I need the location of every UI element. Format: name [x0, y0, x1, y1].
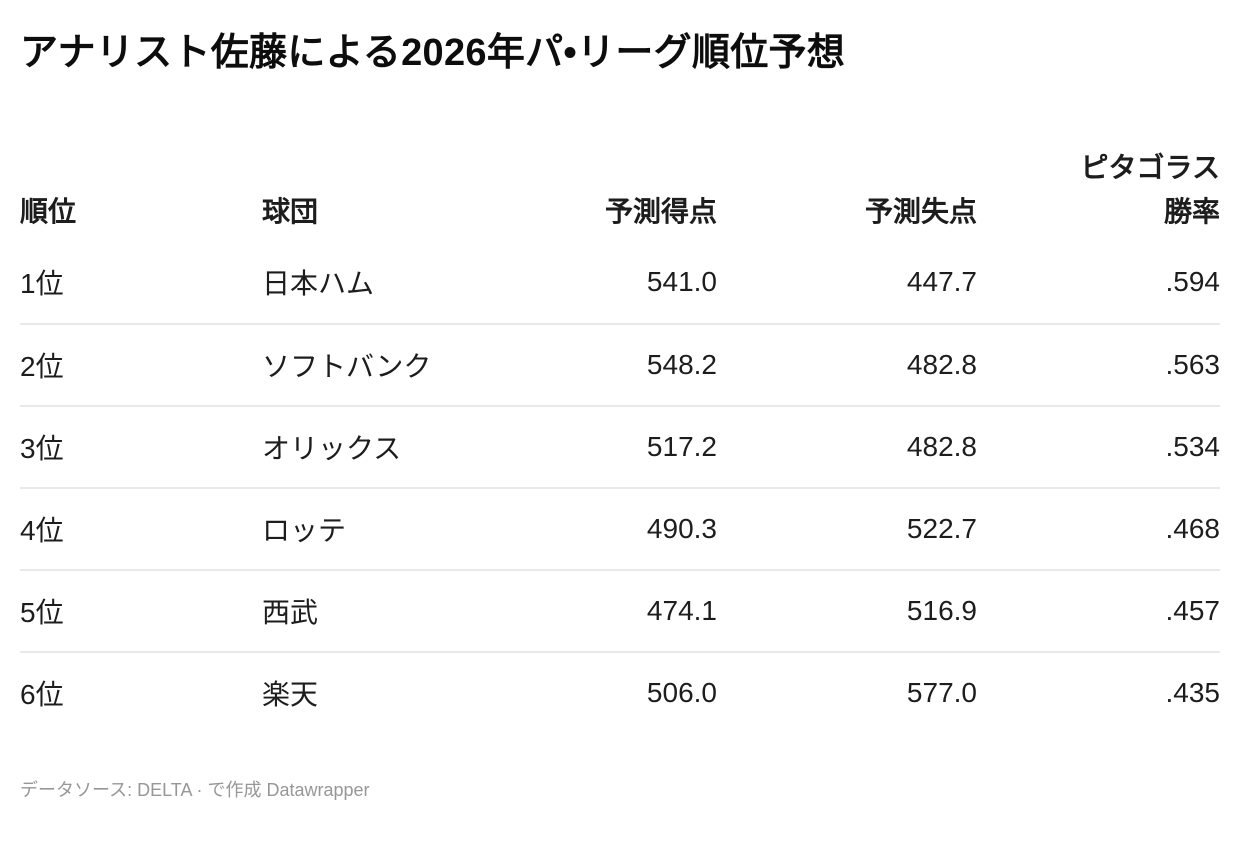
runs-scored-cell: 541.0	[646, 266, 717, 297]
pythag-cell: .435	[1165, 677, 1221, 708]
column-header-rank: 順位	[20, 196, 77, 227]
table-row: 2位 ソフトバンク 548.2 482.8 .563	[20, 323, 1220, 405]
team-cell: ソフトバンク	[262, 351, 432, 382]
footer-created-with-label: で作成	[207, 780, 267, 800]
table-row: 6位 楽天 506.0 577.0 .435	[20, 651, 1220, 733]
runs-allowed-cell: 516.9	[906, 595, 977, 626]
runs-scored-cell: 506.0	[646, 677, 717, 708]
table-header-row: 順位 球団 予測得点 予測失点 ピタゴラス 勝率	[20, 146, 1220, 241]
column-header-pythag-line2: 勝率	[1163, 196, 1220, 227]
source-link[interactable]: DELTA	[137, 780, 192, 800]
table-row: 4位 ロッテ 490.3 522.7 .468	[20, 487, 1220, 569]
pythag-cell: .563	[1165, 349, 1221, 380]
column-header-runs-allowed: 予測失点	[864, 196, 977, 227]
runs-allowed-cell: 577.0	[906, 677, 977, 708]
team-cell: 日本ハム	[262, 268, 375, 299]
runs-allowed-cell: 522.7	[906, 513, 977, 544]
runs-scored-cell: 490.3	[646, 513, 717, 544]
rank-cell: 6位	[20, 679, 64, 710]
team-cell: 楽天	[262, 679, 319, 710]
runs-scored-cell: 548.2	[646, 349, 717, 380]
rank-cell: 2位	[20, 351, 64, 382]
rank-cell: 4位	[20, 515, 64, 546]
column-header-pythag-line1: ピタゴラス	[1080, 152, 1220, 183]
team-cell: 西武	[262, 597, 319, 628]
column-header-team: 球団	[262, 196, 319, 227]
team-cell: ロッテ	[262, 515, 347, 546]
pythag-cell: .594	[1165, 266, 1221, 297]
table-row: 1位 日本ハム 541.0 447.7 .594	[20, 241, 1220, 323]
attribution-footer: データソース: DELTA · で作成 Datawrapper	[20, 779, 1220, 801]
datawrapper-link[interactable]: Datawrapper	[266, 780, 370, 800]
standings-table: 順位 球団 予測得点 予測失点 ピタゴラス 勝率 1位 日本ハム 541.0 4…	[20, 146, 1220, 733]
table-row: 3位 オリックス 517.2 482.8 .534	[20, 405, 1220, 487]
rank-cell: 3位	[20, 433, 64, 464]
column-header-runs-scored: 予測得点	[604, 196, 717, 227]
column-header-pythag-wpct: ピタゴラス 勝率	[977, 146, 1220, 234]
rank-cell: 1位	[20, 268, 64, 299]
table-row: 5位 西武 474.1 516.9 .457	[20, 569, 1220, 651]
runs-scored-cell: 517.2	[646, 431, 717, 462]
pythag-cell: .457	[1165, 595, 1221, 626]
runs-scored-cell: 474.1	[646, 595, 717, 626]
pythag-cell: .468	[1165, 513, 1221, 544]
runs-allowed-cell: 447.7	[906, 266, 977, 297]
runs-allowed-cell: 482.8	[906, 349, 977, 380]
footer-source-label: データソース:	[20, 780, 138, 800]
footer-separator: ·	[191, 780, 208, 800]
chart-title: アナリスト佐藤による2026年パ•リーグ順位予想	[20, 32, 846, 74]
runs-allowed-cell: 482.8	[906, 431, 977, 462]
team-cell: オリックス	[262, 433, 402, 464]
pythag-cell: .534	[1165, 431, 1221, 462]
datawrapper-table-widget: アナリスト佐藤による2026年パ•リーグ順位予想 順位 球団 予測得点 予測失点…	[0, 32, 1240, 801]
rank-cell: 5位	[20, 597, 64, 628]
